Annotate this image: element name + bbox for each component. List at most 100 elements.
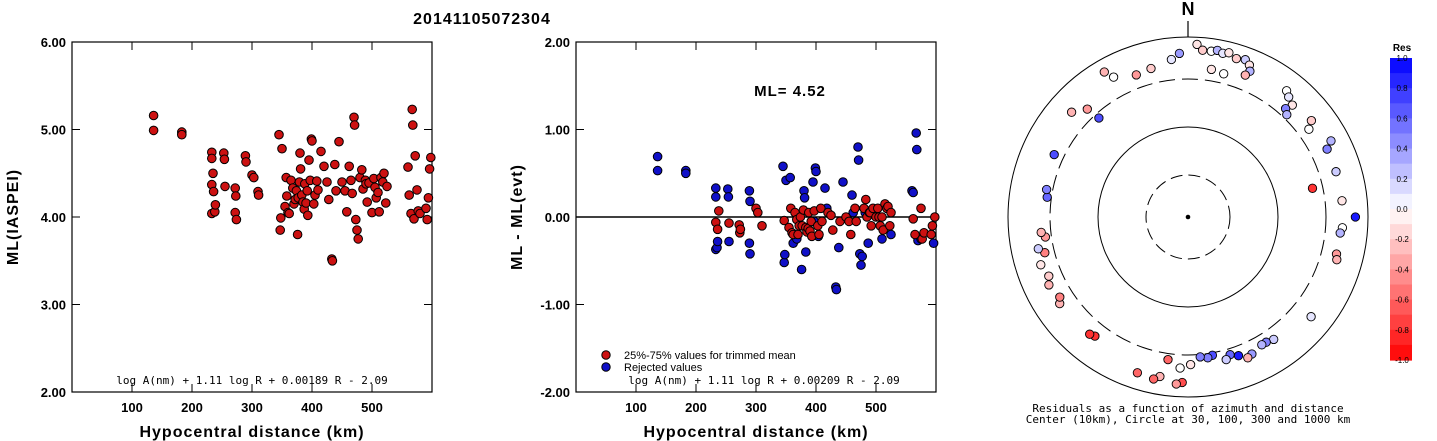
colorbar-band <box>1390 314 1412 331</box>
trimmed-point <box>916 203 926 214</box>
ml-point <box>292 229 303 240</box>
panel1-xtick-label: 300 <box>241 400 263 415</box>
ml-point <box>307 136 317 146</box>
panel1-xtick-label: 500 <box>361 400 383 415</box>
ml-point <box>353 234 364 244</box>
station-marker <box>1350 212 1361 222</box>
panel2-ytick-label: 0.00 <box>545 210 570 225</box>
trimmed-point <box>779 215 790 226</box>
station-marker <box>1044 271 1054 281</box>
colorbar-bands <box>1390 58 1412 361</box>
station-marker <box>1146 63 1156 74</box>
colorbar-tick-label: 0.4 <box>1396 145 1408 154</box>
trimmed-point <box>712 224 723 235</box>
ml-point <box>422 214 433 225</box>
station-marker <box>1197 45 1208 55</box>
ml-point <box>382 181 392 192</box>
rejected-point <box>744 186 755 196</box>
station-marker <box>1326 136 1336 146</box>
colorbar-band <box>1390 103 1412 119</box>
colorbar-band <box>1390 224 1412 240</box>
ml-point <box>324 194 334 205</box>
ring-30km <box>1145 174 1231 260</box>
station-marker <box>1282 110 1292 120</box>
ml-point <box>275 225 286 235</box>
rejected-point <box>908 187 919 198</box>
trimmed-point <box>886 207 896 218</box>
colorbar-tick-label: -0.2 <box>1395 235 1409 244</box>
ml-point <box>381 198 391 208</box>
ml-point <box>423 193 434 203</box>
ring-100km <box>1097 126 1279 308</box>
rejected-point <box>796 264 807 275</box>
station-marker <box>1033 244 1043 254</box>
ml-point <box>316 146 326 157</box>
polar-caption-line1: Residuals as a function of azimuth and d… <box>1032 402 1343 415</box>
ml-point <box>301 198 311 208</box>
legend-label-trimmed: 25%-75% values for trimmed mean <box>624 350 796 362</box>
colorbar-band <box>1390 73 1412 89</box>
panel2-x-axis-label: Hypocentral distance (km) <box>643 424 868 441</box>
panel2-ytick-label: 2.00 <box>545 35 570 50</box>
ml-point <box>276 213 286 223</box>
ml-point <box>337 177 347 187</box>
trimmed-point <box>878 225 889 235</box>
station-marker <box>1233 351 1244 361</box>
rejected-point <box>928 238 939 248</box>
colorbar-band <box>1390 193 1412 210</box>
ml-annotation: ML= 4.52 <box>754 83 826 100</box>
station-marker <box>1148 374 1159 384</box>
station-marker <box>1175 363 1185 373</box>
station-marker <box>1082 104 1092 114</box>
ml-point <box>331 186 341 196</box>
trimmed-point <box>814 229 824 240</box>
colorbar-band <box>1390 148 1412 165</box>
ml-point <box>426 152 436 163</box>
rejected-point <box>856 260 866 270</box>
trimmed-point <box>826 210 836 221</box>
station-marker <box>1036 227 1046 238</box>
ml-point <box>410 151 421 161</box>
station-marker <box>1243 353 1253 363</box>
rejected-point <box>723 184 733 194</box>
rejected-point <box>877 234 887 244</box>
trimmed-point <box>850 203 860 214</box>
colorbar-band <box>1390 329 1412 346</box>
ml-point <box>349 120 360 130</box>
colorbar-band <box>1390 209 1412 225</box>
ring-300km <box>1049 78 1327 356</box>
colorbar-band <box>1390 299 1412 316</box>
panel1-xtick-label: 200 <box>181 400 203 415</box>
ml-point <box>412 185 422 195</box>
ml-point <box>303 210 313 221</box>
rejected-point <box>811 166 821 177</box>
panel1-ytick-label: 5.00 <box>41 123 66 138</box>
colorbar-tick-label: 0.8 <box>1396 84 1408 93</box>
ml-point <box>274 129 284 140</box>
trimmed-point <box>724 218 734 228</box>
ml-point <box>404 190 415 200</box>
trimmed-point <box>828 225 838 235</box>
panel2-xtick-label: 500 <box>865 400 887 415</box>
polar-caption-line2: Center (10km), Circle at 30, 100, 300 an… <box>1026 413 1351 426</box>
rejected-point <box>745 196 755 207</box>
station-marker <box>1307 183 1318 193</box>
trimmed-point <box>816 203 826 214</box>
station-marker <box>1042 192 1052 202</box>
station-marker <box>1240 70 1250 80</box>
ml-point <box>210 200 221 210</box>
ml-point <box>231 191 241 201</box>
ml-point <box>362 197 373 207</box>
ml-point <box>282 191 292 201</box>
panel1-xtick-label: 400 <box>301 400 323 415</box>
ml-point <box>409 214 419 224</box>
ml-point <box>208 168 218 179</box>
station-marker <box>1041 184 1052 195</box>
station-marker <box>1306 312 1316 322</box>
rejected-point <box>834 242 844 253</box>
legend-label-rejected: Rejected values <box>624 362 703 374</box>
ml-point <box>230 183 240 193</box>
panel1-x-axis-label: Hypocentral distance (km) <box>139 424 364 441</box>
ml-point <box>219 154 230 165</box>
ml-point <box>403 162 413 172</box>
